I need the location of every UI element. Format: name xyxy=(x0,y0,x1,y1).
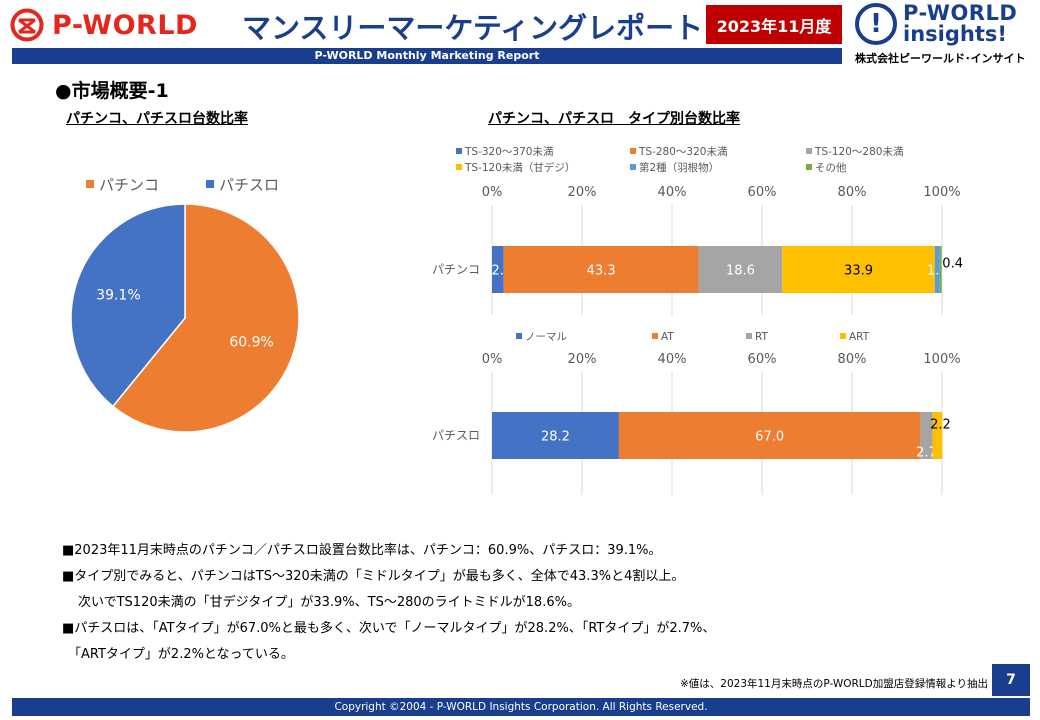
pachinko-bar-data-label-1: 43.3 xyxy=(587,264,616,279)
pie-data-label-0: 60.9% xyxy=(229,335,273,351)
pachinko-bar-category-label: パチンコ xyxy=(432,263,480,277)
pachislot-bar-data-label-2: 2.7 xyxy=(916,446,937,461)
pie-slice-0 xyxy=(111,203,300,433)
pachislot-bar-tick-label-3: 60% xyxy=(748,352,777,367)
pachislot-bar-legend-swatch-2 xyxy=(746,333,752,339)
pachinko-bar-legend-label-1: TS-280～320未満 xyxy=(638,146,728,158)
pachislot-bar-segment-3 xyxy=(932,412,943,459)
pachislot-bar-data-label-3: 2.2 xyxy=(930,418,951,433)
pie-data-label-1: 39.1% xyxy=(96,287,140,303)
pachinko-bar-legend-swatch-1 xyxy=(630,148,636,154)
pie-legend-swatch-1 xyxy=(206,180,214,188)
pie-legend: パチンコ パチスロ xyxy=(86,176,279,194)
summary-text: ■2023年11月末時点のパチンコ／パチスロ設置台数比率は、パチンコ：60.9%… xyxy=(62,538,992,668)
pachinko-bar-legend-swatch-0 xyxy=(456,148,462,154)
pie-legend-label-1: パチスロ xyxy=(219,176,279,194)
bullet-3: ■パチスロは、「ATタイプ」が67.0%と最も多く、次いで「ノーマルタイプ」が2… xyxy=(62,621,716,636)
pachinko-bar-tick-label-3: 60% xyxy=(748,185,777,200)
pachislot-bar-legend-swatch-1 xyxy=(652,333,658,339)
pachislot-bar-category-label: パチスロ xyxy=(432,429,480,443)
pachislot-bar-tick-label-5: 100% xyxy=(923,352,960,367)
company-name: 株式会社ピーワールド･インサイト xyxy=(855,52,1026,65)
pachislot-bar-segment-2 xyxy=(920,412,933,459)
pachinko-bar-legend-swatch-3 xyxy=(456,164,462,170)
pachinko-bar-tick-label-5: 100% xyxy=(923,185,960,200)
pachinko-bar-data-label-3: 33.9 xyxy=(844,264,873,279)
pachinko-bar-legend-swatch-5 xyxy=(806,164,812,170)
insights-logo-line2: insights! xyxy=(903,22,1007,46)
pachinko-bar-segment-5 xyxy=(939,246,942,293)
pachinko-bar-legend-swatch-4 xyxy=(630,164,636,170)
pachinko-bar-data-label-4: 1.1 xyxy=(927,264,948,279)
pachinko-bar-legend-label-5: その他 xyxy=(815,161,847,174)
section-title: ●市場概要-1 xyxy=(55,80,169,102)
pachinko-bar-tick-label-0: 0% xyxy=(482,185,503,200)
pachinko-bar-legend-label-0: TS-320～370未満 xyxy=(464,146,554,158)
pachislot-bar-tick-label-1: 20% xyxy=(568,352,597,367)
pachislot-bar-tick-label-0: 0% xyxy=(482,352,503,367)
pachinko-bar-tick-label-1: 20% xyxy=(568,185,597,200)
pie-legend-label-0: パチンコ xyxy=(99,176,159,194)
stacked-bar-chart: TS-320～370未満 TS-280～320未満 TS-120～280未満 TS-1… xyxy=(432,146,963,495)
pie-legend-swatch-0 xyxy=(86,180,94,188)
pachinko-bar-legend-label-3: TS-120未満（甘デジ） xyxy=(464,161,575,174)
pachinko-bar-segment-3 xyxy=(782,246,935,293)
pie-chart-title: パチンコ、パチスロ台数比率 xyxy=(66,111,248,127)
report-title: マンスリーマーケティングレポート xyxy=(242,11,704,45)
pachislot-bar-legend-label-0: ノーマル xyxy=(525,331,567,343)
pachislot-bar-legend-swatch-3 xyxy=(840,333,846,339)
bullet-1: ■2023年11月末時点のパチンコ／パチスロ設置台数比率は、パチンコ：60.9%… xyxy=(62,543,662,558)
pachislot-bar-tick-label-4: 80% xyxy=(838,352,867,367)
pachinko-bar-legend-label-2: TS-120～280未満 xyxy=(814,146,904,158)
copyright-footer: Copyright ©2004 - P-WORLD Insights Corpo… xyxy=(12,698,1030,716)
pachinko-bar-legend-swatch-2 xyxy=(806,148,812,154)
p-world-logo-icon xyxy=(10,8,44,42)
pie-slice-1 xyxy=(70,203,186,408)
subtitle-bar: P-WORLD Monthly Marketing Report xyxy=(12,48,842,64)
pachinko-bar-segment-2 xyxy=(698,246,783,293)
bullet-3-continued: 「ARTタイプ」が2.2%となっている。 xyxy=(68,647,294,662)
pachinko-bar-tick-label-2: 40% xyxy=(658,185,687,200)
pachislot-bar-segment-1 xyxy=(618,412,921,459)
bullet-2-continued: 次いでTS120未満の「甘デジタイプ」が33.9%、TS～280のライトミドルが… xyxy=(78,595,580,610)
pachislot-bar-data-label-1: 67.0 xyxy=(755,430,784,445)
pachinko-bar-legend-label-4: 第2種（羽根物） xyxy=(639,161,719,174)
pachislot-bar-data-label-0: 28.2 xyxy=(541,430,570,445)
pachinko-bar-data-label-2: 18.6 xyxy=(726,264,755,279)
pachislot-bar-legend-label-1: AT xyxy=(661,331,674,343)
pachislot-bar-tick-label-2: 40% xyxy=(658,352,687,367)
pachislot-bar-legend-label-3: ART xyxy=(849,331,870,343)
pachinko-bar-segment-0 xyxy=(492,246,504,293)
pachinko-bar-segment-1 xyxy=(503,246,699,293)
pie-chart: パチンコ パチスロ 60.9% 39.1% xyxy=(70,176,300,433)
p-world-insights-logo: ! P-WORLD insights! 株式会社ピーワールド･インサイト xyxy=(855,1,1040,65)
data-source-note: ※値は、2023年11月末時点のP-WORLD加盟店登録情報より抽出 xyxy=(679,678,988,690)
p-world-logo: P-WORLD xyxy=(10,6,198,44)
exclamation-icon: ! xyxy=(855,3,897,45)
pachinko-bar-segment-4 xyxy=(934,246,940,293)
page-number: 7 xyxy=(992,664,1030,696)
month-badge: 2023年11月度 xyxy=(706,5,842,44)
pachislot-bar-segment-0 xyxy=(492,412,619,459)
pachinko-bar-tick-label-4: 80% xyxy=(838,185,867,200)
insights-logo-line1: P-WORLD xyxy=(903,1,1018,25)
pachislot-bar-legend-swatch-0 xyxy=(516,333,522,339)
bar-chart-title: パチンコ、パチスロ タイプ別台数比率 xyxy=(488,111,740,127)
p-world-logo-text: P-WORLD xyxy=(52,9,198,41)
pachinko-bar-data-label-5: 0.4 xyxy=(942,257,963,272)
bullet-2: ■タイプ別でみると、パチンコはTS～320未満の「ミドルタイプ」が最も多く、全体… xyxy=(62,569,685,584)
pachislot-bar-legend-label-2: RT xyxy=(755,331,769,343)
